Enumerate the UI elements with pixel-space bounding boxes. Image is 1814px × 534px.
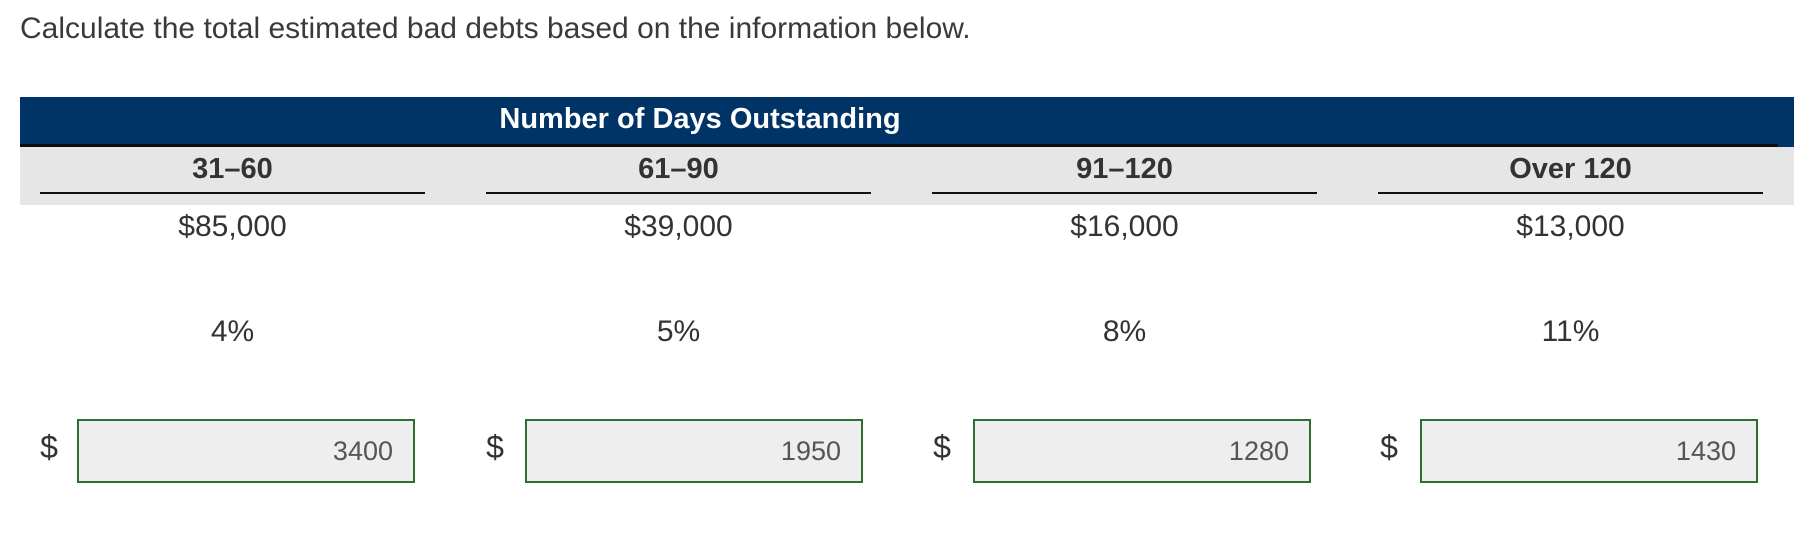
column-header-band: 31–60 61–90 91–120 Over 120 (20, 147, 1794, 205)
table-header-title: Number of Days Outstanding (499, 103, 901, 135)
percent-over-120: 11% (1541, 315, 1600, 348)
bad-debt-input-over-120[interactable] (1420, 419, 1758, 483)
column-header-91-120: 91–120 (932, 153, 1317, 194)
header-divider (20, 144, 1778, 147)
bad-debt-input-61-90[interactable] (525, 419, 863, 483)
dollar-sign-91-120: $ (933, 429, 951, 465)
bad-debt-input-31-60[interactable] (77, 419, 415, 483)
percent-61-90: 5% (656, 315, 701, 348)
percent-91-120: 8% (1102, 315, 1147, 348)
amount-over-120: $13,000 (1516, 210, 1625, 243)
amount-61-90: $39,000 (624, 210, 733, 243)
amount-91-120: $16,000 (1070, 210, 1179, 243)
column-header-over-120: Over 120 (1378, 153, 1763, 194)
column-header-61-90: 61–90 (486, 153, 871, 194)
dollar-sign-61-90: $ (486, 429, 504, 465)
table-header-band: Number of Days Outstanding (20, 97, 1794, 147)
instruction-text: Calculate the total estimated bad debts … (20, 12, 971, 45)
percent-31-60: 4% (210, 315, 255, 348)
dollar-sign-over-120: $ (1380, 429, 1398, 465)
column-header-31-60: 31–60 (40, 153, 425, 194)
bad-debt-input-91-120[interactable] (973, 419, 1311, 483)
bad-debts-table: Number of Days Outstanding 31–60 61–90 9… (20, 97, 1794, 483)
amount-31-60: $85,000 (178, 210, 287, 243)
dollar-sign-31-60: $ (40, 429, 58, 465)
